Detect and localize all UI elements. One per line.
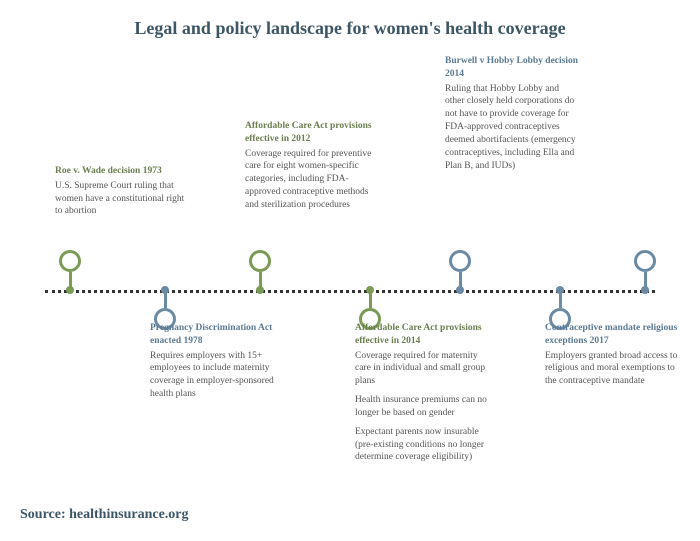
timeline-marker-aca2012 bbox=[249, 250, 271, 272]
timeline-ball-hobby bbox=[456, 286, 464, 294]
event-body-para: Coverage required for maternity care in … bbox=[355, 350, 490, 388]
source-label: Source: healthinsurance.org bbox=[20, 507, 189, 523]
event-head-exceptions: Contraceptive mandate religious exceptio… bbox=[545, 322, 680, 348]
timeline-marker-roe bbox=[59, 250, 81, 272]
timeline-ball-aca2014 bbox=[366, 286, 374, 294]
event-body-para: Expectant parents now insurable (pre-exi… bbox=[355, 426, 490, 464]
event-aca2014: Affordable Care Act provisions effective… bbox=[355, 322, 490, 470]
event-hobby: Burwell v Hobby Lobby decision 2014Rulin… bbox=[445, 55, 580, 178]
timeline-ball-roe bbox=[66, 286, 74, 294]
timeline-marker-end bbox=[634, 250, 656, 272]
event-body-roe: U.S. Supreme Court ruling that women hav… bbox=[55, 180, 190, 218]
event-body-para: Employers granted broad access to religi… bbox=[545, 350, 680, 388]
timeline-ball-exceptions bbox=[556, 286, 564, 294]
event-body-para: Ruling that Hobby Lobby and other closel… bbox=[445, 83, 580, 173]
event-body-hobby: Ruling that Hobby Lobby and other closel… bbox=[445, 83, 580, 173]
event-roe: Roe v. Wade decision 1973 U.S. Supreme Co… bbox=[55, 165, 190, 224]
event-head-pda: Pregnancy Discrimination Act enacted 197… bbox=[150, 322, 285, 348]
event-body-aca2014: Coverage required for maternity care in … bbox=[355, 350, 490, 465]
event-body-exceptions: Employers granted broad access to religi… bbox=[545, 350, 680, 388]
page-title: Legal and policy landscape for women's h… bbox=[0, 18, 700, 39]
timeline-ball-pda bbox=[161, 286, 169, 294]
event-head-aca2012: Affordable Care Act provisions effective… bbox=[245, 120, 380, 146]
timeline-marker-hobby bbox=[449, 250, 471, 272]
event-body-pda: Requires employers with 15+ employees to… bbox=[150, 350, 285, 401]
event-body-aca2012: Coverage required for preventive care fo… bbox=[245, 148, 380, 212]
timeline-ball-end bbox=[641, 286, 649, 294]
event-body-para: Health insurance premiums can no longer … bbox=[355, 394, 490, 420]
event-aca2012: Affordable Care Act provisions effective… bbox=[245, 120, 380, 218]
event-head-roe: Roe v. Wade decision 1973 bbox=[55, 165, 190, 178]
event-head-hobby: Burwell v Hobby Lobby decision 2014 bbox=[445, 55, 580, 81]
event-exceptions: Contraceptive mandate religious exceptio… bbox=[545, 322, 680, 394]
event-pda: Pregnancy Discrimination Act enacted 197… bbox=[150, 322, 285, 407]
event-head-aca2014: Affordable Care Act provisions effective… bbox=[355, 322, 490, 348]
event-body-para: U.S. Supreme Court ruling that women hav… bbox=[55, 180, 190, 218]
timeline-ball-aca2012 bbox=[256, 286, 264, 294]
event-body-para: Requires employers with 15+ employees to… bbox=[150, 350, 285, 401]
event-body-para: Coverage required for preventive care fo… bbox=[245, 148, 380, 212]
